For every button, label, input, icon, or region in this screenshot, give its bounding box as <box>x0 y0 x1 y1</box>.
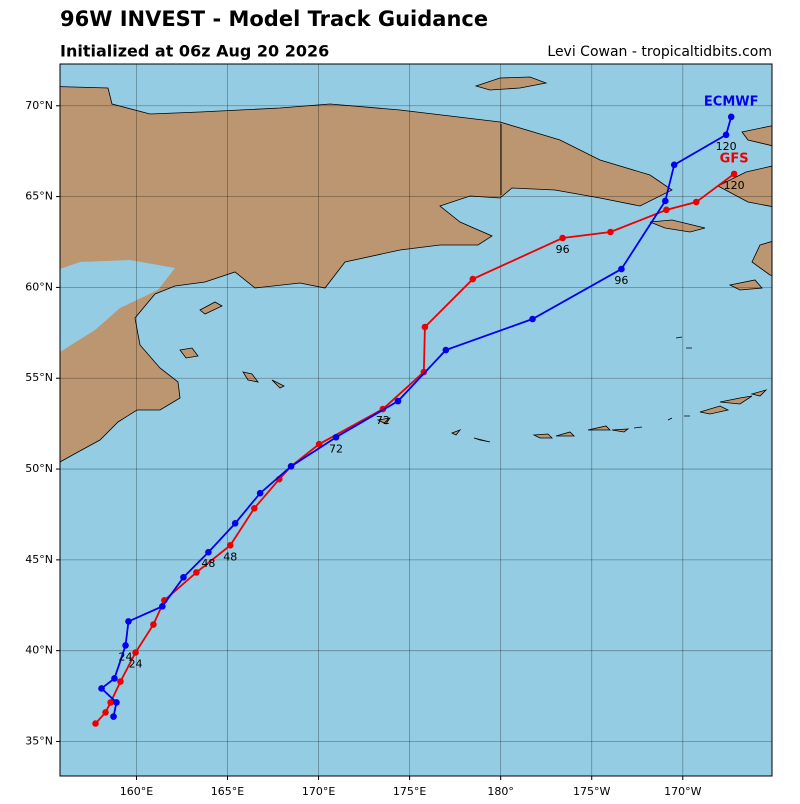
nunivak-island <box>649 219 706 233</box>
track-point <box>132 649 139 656</box>
track-point <box>92 720 99 727</box>
y-tick-label: 55°N <box>25 371 53 384</box>
track-point <box>193 569 200 576</box>
track-point <box>670 161 678 169</box>
legend-label: GFS <box>720 151 749 166</box>
track-point <box>113 699 120 706</box>
land-masses <box>60 76 772 463</box>
aleutian-islands <box>376 389 768 443</box>
y-tick-label: 45°N <box>25 553 53 566</box>
plot-frame <box>59 63 773 777</box>
track-point <box>661 197 669 205</box>
track-point <box>607 228 614 236</box>
x-tick-label: 170°E <box>302 785 335 798</box>
x-tick-label: 175°W <box>573 785 610 798</box>
x-tick-label: 180° <box>487 785 514 798</box>
x-tick-label: 175°E <box>393 785 426 798</box>
track-point <box>730 170 738 178</box>
hour-label: 48 <box>223 550 237 563</box>
track-point <box>727 113 735 121</box>
track-point <box>125 618 132 625</box>
y-tick-label: 65°N <box>25 190 53 203</box>
x-tick-label: 165°E <box>211 785 244 798</box>
asia-land <box>60 86 673 463</box>
hour-label: 48 <box>201 557 215 570</box>
hour-label: 120 <box>716 140 737 153</box>
track-point <box>231 520 239 527</box>
track-point <box>180 573 187 581</box>
track-point <box>421 323 429 331</box>
hour-label: 72 <box>376 414 390 427</box>
track-point <box>122 642 129 649</box>
track-point <box>117 678 124 685</box>
track-point <box>559 234 566 242</box>
track-point <box>150 621 157 628</box>
hour-label: 96 <box>556 243 570 256</box>
track-point <box>205 548 212 556</box>
track-point <box>618 265 625 273</box>
y-tick-label: 60°N <box>25 280 53 293</box>
track-point <box>107 699 114 706</box>
st-lawrence-island <box>474 76 548 91</box>
track-point <box>529 315 536 323</box>
track-point <box>692 198 700 206</box>
alaska <box>717 125 772 207</box>
track-line <box>94 173 735 725</box>
y-tick-label: 35°N <box>25 734 53 747</box>
track-point <box>442 346 450 354</box>
legend-label: ECMWF <box>704 94 759 109</box>
track-point <box>663 206 670 214</box>
track-point <box>102 709 109 716</box>
track-point <box>98 685 105 692</box>
x-tick-label: 160°E <box>120 785 153 798</box>
island <box>728 279 763 291</box>
track-point <box>250 504 258 512</box>
track-point <box>469 275 477 283</box>
credit: Levi Cowan - tropicaltidbits.com <box>547 44 772 60</box>
track-point <box>420 368 428 376</box>
y-tick-label: 40°N <box>25 644 53 657</box>
track-point <box>394 397 402 405</box>
y-tick-label: 70°N <box>25 99 53 112</box>
island <box>179 347 199 359</box>
pribilof-islands <box>675 336 692 349</box>
hour-label: 120 <box>724 179 745 192</box>
track-point <box>315 440 323 448</box>
track-point <box>226 542 234 549</box>
hour-label: 96 <box>614 274 628 287</box>
y-tick-label: 50°N <box>25 462 53 475</box>
track-point <box>332 433 340 441</box>
hour-label: 24 <box>119 650 133 663</box>
chart-subtitle: Initialized at 06z Aug 20 2026 <box>60 42 329 61</box>
track-point <box>159 603 166 610</box>
island <box>199 301 223 315</box>
hour-label: 24 <box>129 657 143 670</box>
track-point <box>722 131 730 139</box>
track-point <box>287 463 295 470</box>
alaska-southwest <box>751 240 772 276</box>
track-point <box>110 713 117 720</box>
track-point <box>111 675 118 682</box>
sea-of-okhotsk <box>60 260 175 352</box>
grid: 160°E 165°E 170°E 175°E 180° 175°W 170°W 35°N 40… <box>25 64 772 798</box>
commander-islands <box>242 371 285 389</box>
hour-label: 72 <box>329 442 343 455</box>
x-tick-label: 170°W <box>664 785 701 798</box>
track-point <box>256 489 264 497</box>
chart-title: 96W INVEST - Model Track Guidance <box>60 7 488 31</box>
